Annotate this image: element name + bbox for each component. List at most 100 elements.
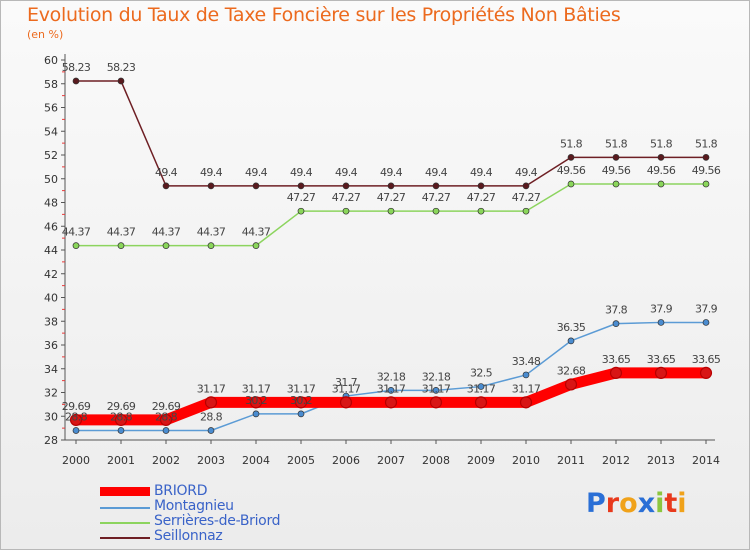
logo-letter: t bbox=[664, 488, 678, 519]
data-point bbox=[612, 320, 620, 327]
logo-letter: x bbox=[637, 488, 656, 519]
data-label: 49.4 bbox=[470, 166, 493, 179]
data-label: 51.8 bbox=[650, 137, 673, 150]
data-point bbox=[384, 396, 398, 409]
x-tick-label: 2007 bbox=[377, 454, 405, 467]
data-point bbox=[702, 180, 710, 188]
data-label: 31.17 bbox=[422, 382, 451, 395]
data-point bbox=[162, 182, 170, 190]
data-label: 33.48 bbox=[512, 355, 541, 368]
y-tick-label: 34 bbox=[44, 363, 58, 376]
data-point bbox=[72, 242, 80, 249]
data-point bbox=[162, 242, 170, 249]
data-point bbox=[297, 410, 305, 418]
data-label: 49.4 bbox=[335, 166, 358, 179]
data-label: 28.8 bbox=[200, 411, 223, 424]
data-point bbox=[387, 387, 395, 394]
y-tick-label: 42 bbox=[44, 268, 58, 281]
y-tick-label: 54 bbox=[44, 125, 58, 138]
data-point bbox=[297, 182, 305, 190]
logo-letter: i bbox=[655, 488, 665, 519]
data-point bbox=[432, 207, 440, 215]
data-label: 49.4 bbox=[245, 166, 268, 179]
x-tick-label: 2002 bbox=[152, 454, 180, 467]
data-point bbox=[387, 182, 395, 190]
data-point bbox=[567, 180, 575, 188]
data-point bbox=[657, 319, 665, 326]
data-label: 33.65 bbox=[602, 353, 631, 366]
data-label: 31.17 bbox=[467, 382, 496, 395]
data-label: 47.27 bbox=[467, 191, 496, 204]
data-label: 49.4 bbox=[290, 166, 313, 179]
x-tick-label: 2014 bbox=[692, 454, 720, 467]
data-label: 58.23 bbox=[107, 61, 136, 74]
data-label: 49.4 bbox=[425, 166, 448, 179]
x-tick-label: 2011 bbox=[557, 454, 585, 467]
data-label: 32.18 bbox=[377, 370, 406, 383]
y-tick-label: 32 bbox=[44, 387, 58, 400]
data-point bbox=[564, 378, 578, 391]
data-label: 29.69 bbox=[107, 400, 136, 413]
data-label: 31.7 bbox=[335, 376, 358, 389]
legend-swatch bbox=[100, 537, 150, 539]
y-tick-label: 44 bbox=[44, 244, 58, 257]
data-point bbox=[204, 396, 218, 409]
legend-label: Seillonnaz bbox=[154, 528, 223, 544]
legend-swatch bbox=[100, 522, 150, 524]
data-label: 49.56 bbox=[692, 164, 721, 177]
data-point bbox=[387, 207, 395, 215]
data-label: 49.4 bbox=[380, 166, 403, 179]
data-label: 37.9 bbox=[695, 302, 718, 315]
y-tick-label: 48 bbox=[44, 197, 58, 210]
y-tick-label: 56 bbox=[44, 102, 58, 115]
data-point bbox=[699, 366, 713, 380]
data-point bbox=[612, 180, 620, 188]
data-point bbox=[522, 182, 530, 190]
x-tick-label: 2003 bbox=[197, 454, 225, 467]
data-point bbox=[474, 396, 488, 409]
data-point bbox=[252, 242, 260, 249]
data-label: 31.17 bbox=[242, 382, 271, 395]
data-label: 44.37 bbox=[197, 226, 226, 239]
x-tick-label: 2006 bbox=[332, 454, 360, 467]
y-tick-label: 50 bbox=[44, 173, 58, 186]
legend-label: BRIORD bbox=[154, 483, 208, 499]
data-point bbox=[207, 427, 215, 434]
legend-label: Montagnieu bbox=[154, 498, 234, 514]
data-point bbox=[522, 207, 530, 215]
data-point bbox=[252, 410, 260, 418]
data-label: 51.8 bbox=[560, 137, 583, 150]
data-point bbox=[117, 242, 125, 249]
data-point bbox=[162, 427, 170, 434]
logo-letter: o bbox=[619, 488, 638, 519]
data-label: 31.17 bbox=[377, 382, 406, 395]
y-tick-label: 30 bbox=[44, 410, 58, 423]
data-label: 36.35 bbox=[557, 321, 586, 334]
x-tick-label: 2009 bbox=[467, 454, 495, 467]
data-label: 29.69 bbox=[62, 400, 91, 413]
data-point bbox=[159, 413, 173, 427]
data-label: 44.37 bbox=[62, 226, 91, 239]
logo-letter: r bbox=[605, 488, 620, 519]
data-point bbox=[657, 154, 665, 161]
data-point bbox=[702, 154, 710, 161]
legend-label: Serrières-de-Briord bbox=[154, 513, 281, 529]
proxiti-logo: Proxiti bbox=[586, 488, 687, 519]
data-label: 47.27 bbox=[512, 191, 541, 204]
logo-letter: P bbox=[586, 488, 606, 519]
data-point bbox=[612, 154, 620, 161]
data-label: 44.37 bbox=[152, 226, 181, 239]
data-label: 49.4 bbox=[200, 166, 223, 179]
data-label: 30.2 bbox=[245, 394, 267, 407]
data-label: 58.23 bbox=[62, 61, 91, 74]
data-point bbox=[207, 182, 215, 190]
x-tick-label: 2013 bbox=[647, 454, 675, 467]
data-point bbox=[117, 427, 125, 434]
data-label: 32.18 bbox=[422, 370, 451, 383]
data-point bbox=[477, 207, 485, 215]
data-point bbox=[519, 396, 533, 409]
data-label: 31.17 bbox=[332, 382, 361, 395]
data-point bbox=[117, 77, 125, 85]
data-point bbox=[339, 396, 353, 409]
data-label: 33.65 bbox=[692, 353, 721, 366]
